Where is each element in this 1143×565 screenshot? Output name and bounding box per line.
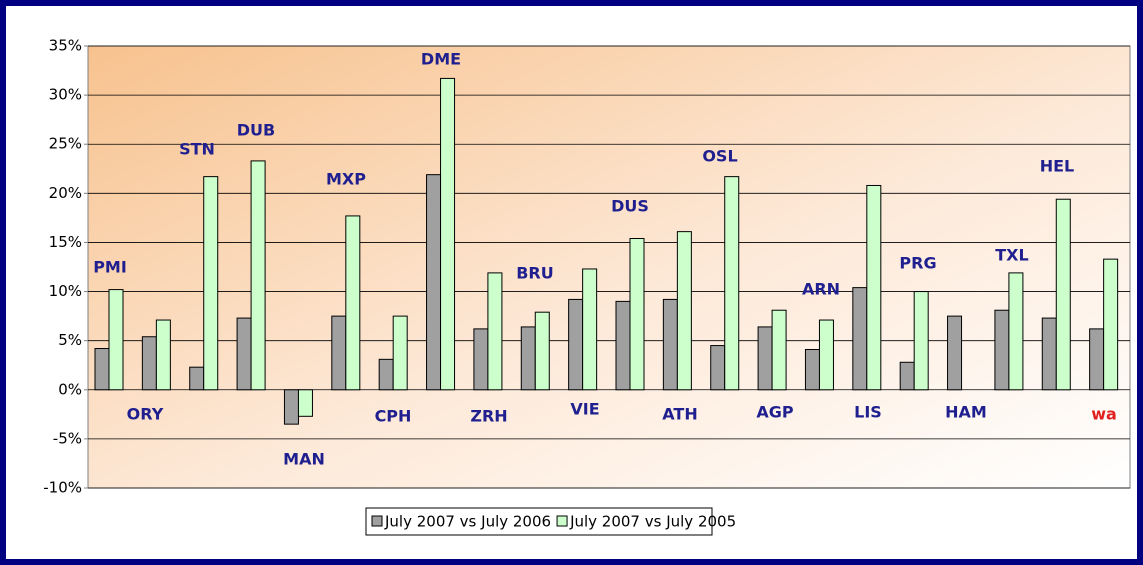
bar [487,272,503,391]
y-tick-label: 35% [49,37,82,55]
bar [1089,328,1105,391]
bar [189,366,205,391]
category-label: VIE [570,400,599,419]
category-label: OSL [702,147,737,166]
category-label: BRU [516,264,554,283]
bar [297,389,313,417]
bar [582,268,598,391]
category-label: AGP [756,403,794,422]
bar [899,361,915,391]
bar [141,336,157,391]
bar [913,291,929,391]
bar [1103,258,1119,391]
category-label: ATH [662,405,697,424]
y-tick-label: 15% [49,233,82,251]
bar [662,298,678,391]
category-label: LIS [854,403,882,422]
category-label: MAN [283,450,325,469]
bar [676,231,692,391]
legend-label: July 2007 vs July 2006 [384,513,551,531]
bar [94,348,110,391]
bar [426,174,442,391]
bar [108,289,124,391]
category-label: STN [179,140,215,159]
y-tick-label: 20% [49,184,82,202]
category-label: ZRH [470,407,507,426]
bar [568,298,584,391]
bar [534,311,550,391]
legend-swatch [556,515,568,527]
bar [994,309,1010,391]
bar [236,317,252,391]
bar [757,326,773,391]
y-tick-label: 0% [58,380,82,398]
plot-area [87,45,1131,489]
category-label: ORY [127,405,164,424]
category-label: PRG [899,254,936,273]
y-tick-label: -10% [43,479,82,497]
bar [345,215,361,391]
category-label: CPH [375,407,412,426]
bar [1041,317,1057,391]
category-label: DUS [611,197,649,216]
category-label: HAM [945,403,987,422]
bar [615,300,631,391]
bar [818,319,834,391]
y-tick-label: 5% [58,331,82,349]
bar [852,287,868,391]
bar [866,184,882,391]
y-tick-label: 10% [49,282,82,300]
bar [710,345,726,391]
bar [250,160,266,391]
bar [283,389,299,425]
y-tick-label: 25% [49,135,82,153]
bar [331,315,347,391]
category-label: ARN [802,280,840,299]
bar [473,328,489,391]
bar [771,309,787,391]
category-label: TXL [995,246,1028,265]
category-label: MXP [326,170,366,189]
bar [947,315,963,391]
bar [1055,198,1071,391]
bar [440,77,456,391]
category-label: PMI [93,258,127,277]
bar [629,238,645,391]
bar [1008,272,1024,391]
bar [155,319,171,391]
legend-swatch [371,515,383,527]
y-tick-label: -5% [53,429,82,447]
category-label: HEL [1040,157,1075,176]
legend-label: July 2007 vs July 2005 [569,513,736,531]
category-label: DUB [237,121,275,140]
category-label: wa [1091,405,1117,424]
bar [804,349,820,391]
bar [520,326,536,391]
category-label: DME [421,50,461,69]
y-tick-label: 30% [49,86,82,104]
legend-box [365,507,713,536]
bar [724,176,740,391]
bar [203,176,219,391]
bar [392,315,408,391]
bar [378,358,394,391]
